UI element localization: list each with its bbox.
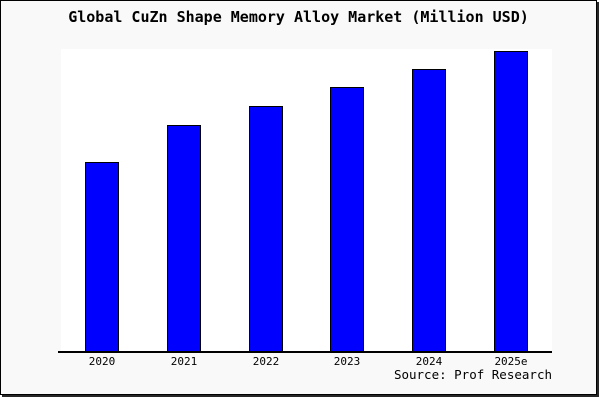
source-credit: Source: Prof Research	[393, 367, 552, 382]
bar-2023	[330, 87, 364, 351]
x-tick-label-2025e: 2025e	[494, 355, 528, 368]
x-tick-label-2024: 2024	[415, 355, 443, 368]
chart-title: Global CuZn Shape Memory Alloy Market (M…	[68, 8, 529, 26]
bar-2022	[249, 106, 283, 351]
bar-2024	[412, 69, 446, 351]
bar-2020	[85, 162, 119, 351]
x-tick-label-2022: 2022	[252, 355, 280, 368]
x-tick-label-2023: 2023	[333, 355, 361, 368]
x-axis-line	[58, 351, 552, 353]
x-tick-label-2021: 2021	[170, 355, 198, 368]
x-tick-label-2020: 2020	[88, 355, 116, 368]
bar-2021	[167, 125, 201, 351]
bar-2025e	[494, 51, 528, 351]
x-axis-ticks: 2020 2021 2022 2023 2024 2025e	[61, 355, 552, 369]
plot-area	[61, 49, 552, 351]
